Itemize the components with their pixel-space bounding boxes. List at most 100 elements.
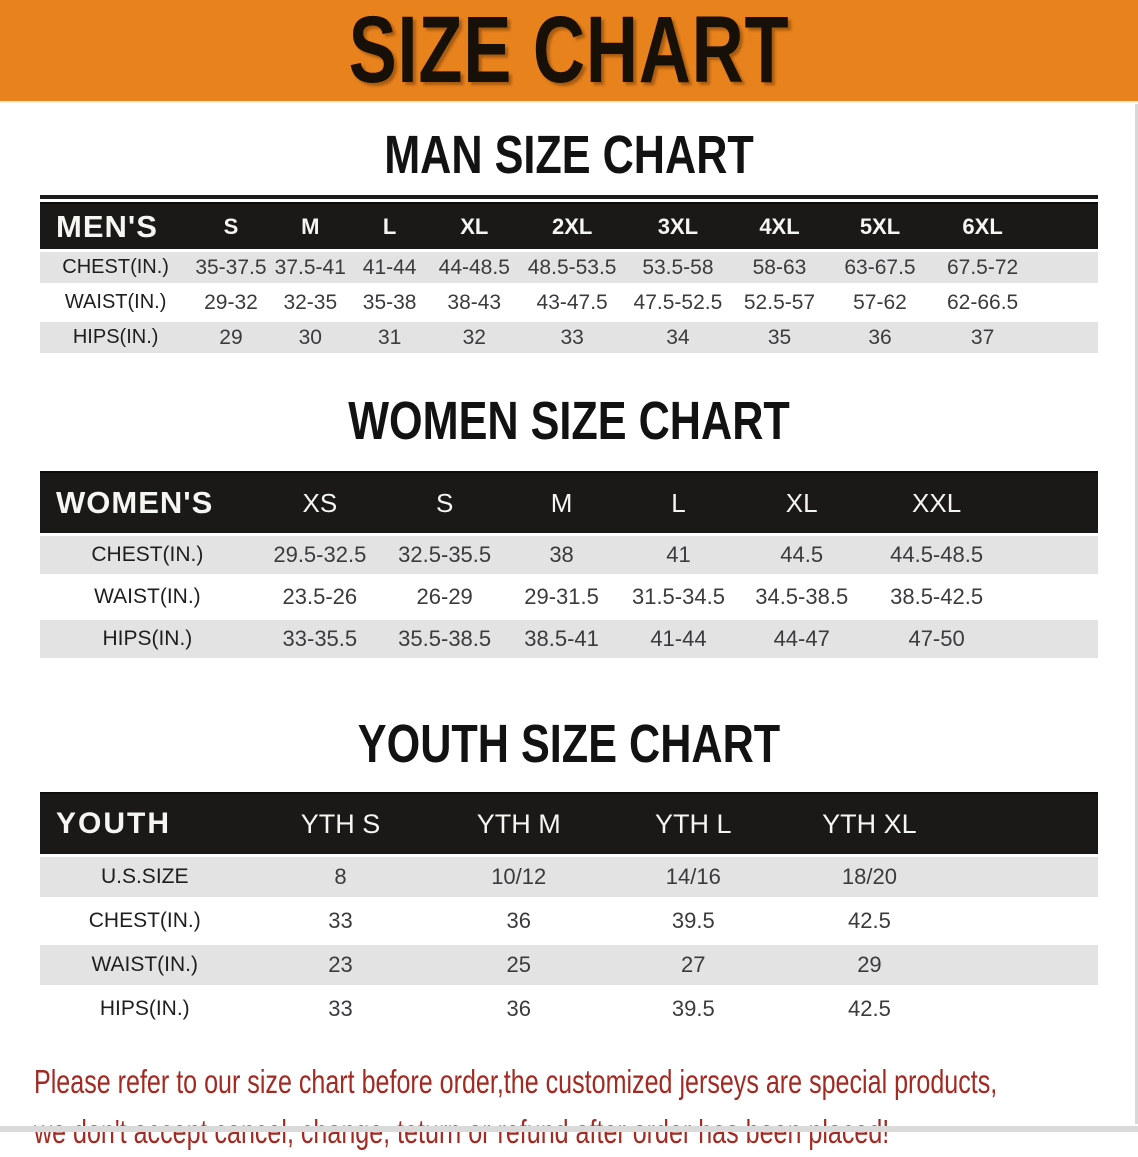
spacer-cell bbox=[958, 987, 1098, 1033]
size-cell: 31 bbox=[349, 319, 430, 357]
size-cell: 23.5-26 bbox=[254, 576, 385, 620]
youth-table-title: YOUTH bbox=[40, 792, 250, 857]
size-col-header: XS bbox=[254, 471, 385, 536]
size-cell: 33-35.5 bbox=[254, 617, 385, 662]
size-cell: 29 bbox=[780, 942, 959, 989]
size-cell: 42.5 bbox=[780, 899, 959, 945]
size-cell: 44-48.5 bbox=[429, 250, 520, 287]
size-cell: 23 bbox=[249, 942, 432, 989]
row-label: WAIST(IN.) bbox=[40, 942, 250, 989]
size-cell: 33 bbox=[249, 899, 432, 945]
size-cell: 47.5-52.5 bbox=[625, 285, 731, 322]
size-cell: 18/20 bbox=[780, 855, 959, 901]
size-cell: 29 bbox=[191, 319, 271, 357]
table-row: HIPS(IN.) 29 30 31 32 33 34 35 36 37 bbox=[40, 319, 1098, 357]
men-section-heading: MAN SIZE CHART bbox=[384, 125, 754, 185]
table-row: WAIST(IN.) 23.5-26 26-29 29-31.5 31.5-34… bbox=[40, 576, 1098, 620]
row-label: WAIST(IN.) bbox=[40, 285, 192, 322]
spacer-cell bbox=[1008, 617, 1098, 662]
table-row: HIPS(IN.) 33 36 39.5 42.5 bbox=[40, 987, 1098, 1033]
size-col-header: YTH XL bbox=[780, 792, 959, 857]
mens-table-top-rule bbox=[40, 195, 1098, 199]
table-row: WAIST(IN.) 23 25 27 29 bbox=[40, 942, 1098, 989]
disclaimer-line-2: we don't accept cancel, change, teturn o… bbox=[34, 1107, 889, 1157]
banner: SIZE CHART bbox=[0, 0, 1138, 103]
size-cell: 38 bbox=[504, 534, 619, 578]
size-cell: 58-63 bbox=[730, 250, 829, 287]
size-col-header: YTH S bbox=[249, 792, 432, 857]
spacer-cell bbox=[958, 942, 1098, 989]
size-col-header: L bbox=[618, 471, 739, 536]
table-row: CHEST(IN.) 29.5-32.5 32.5-35.5 38 41 44.… bbox=[40, 534, 1098, 578]
size-col-header: 6XL bbox=[931, 202, 1034, 252]
size-cell: 44.5 bbox=[738, 534, 866, 578]
spacer-cell bbox=[1033, 319, 1098, 357]
womens-header-row: WOMEN'S XS S M L XL XXL bbox=[40, 471, 1098, 536]
womens-table-title: WOMEN'S bbox=[40, 471, 255, 536]
size-col-header: 3XL bbox=[625, 202, 731, 252]
size-cell: 41 bbox=[618, 534, 739, 578]
size-col-header: M bbox=[270, 202, 350, 252]
spacer-cell bbox=[958, 855, 1098, 901]
youth-header-row: YOUTH YTH S YTH M YTH L YTH XL bbox=[40, 792, 1098, 857]
women-section: WOMEN SIZE CHART WOMEN'S XS S M L XL XXL bbox=[0, 391, 1138, 662]
size-cell: 25 bbox=[431, 942, 606, 989]
size-cell: 44.5-48.5 bbox=[865, 534, 1009, 578]
size-col-header: 4XL bbox=[730, 202, 829, 252]
size-cell: 27 bbox=[606, 942, 781, 989]
spacer-cell bbox=[1008, 534, 1098, 578]
size-col-header: XXL bbox=[865, 471, 1009, 536]
spacer-cell bbox=[1033, 285, 1098, 322]
row-label: HIPS(IN.) bbox=[40, 617, 255, 662]
size-col-header: M bbox=[504, 471, 619, 536]
size-cell: 43-47.5 bbox=[519, 285, 626, 322]
size-cell: 37 bbox=[931, 319, 1034, 357]
men-section: MAN SIZE CHART MEN'S S M L XL 2XL 3XL 4X… bbox=[0, 125, 1138, 357]
row-label: CHEST(IN.) bbox=[40, 534, 255, 578]
size-cell: 35-38 bbox=[349, 285, 430, 322]
table-row: WAIST(IN.) 29-32 32-35 35-38 38-43 43-47… bbox=[40, 285, 1098, 322]
size-cell: 32 bbox=[429, 319, 520, 357]
size-cell: 48.5-53.5 bbox=[519, 250, 626, 287]
mens-size-table: MEN'S S M L XL 2XL 3XL 4XL 5XL 6XL CHEST… bbox=[40, 202, 1098, 357]
size-cell: 34.5-38.5 bbox=[738, 576, 866, 620]
size-col-header: S bbox=[191, 202, 271, 252]
size-cell: 63-67.5 bbox=[828, 250, 932, 287]
womens-table-wrap: WOMEN'S XS S M L XL XXL CHEST(IN.) 29.5-… bbox=[40, 471, 1098, 662]
youth-size-table: YOUTH YTH S YTH M YTH L YTH XL U.S.SIZE … bbox=[40, 792, 1098, 1033]
spacer-cell bbox=[1033, 202, 1098, 252]
size-cell: 62-66.5 bbox=[931, 285, 1034, 322]
disclaimer: Please refer to our size chart before or… bbox=[0, 1057, 1138, 1157]
size-cell: 44-47 bbox=[738, 617, 866, 662]
size-cell: 37.5-41 bbox=[270, 250, 350, 287]
banner-title: SIZE CHART bbox=[348, 0, 790, 103]
size-cell: 36 bbox=[828, 319, 932, 357]
size-cell: 32-35 bbox=[270, 285, 350, 322]
row-label: WAIST(IN.) bbox=[40, 576, 255, 620]
spacer-cell bbox=[958, 792, 1098, 857]
size-cell: 57-62 bbox=[828, 285, 932, 322]
size-col-header: S bbox=[384, 471, 505, 536]
size-cell: 29.5-32.5 bbox=[254, 534, 385, 578]
size-cell: 38-43 bbox=[429, 285, 520, 322]
size-col-header: XL bbox=[738, 471, 866, 536]
size-cell: 39.5 bbox=[606, 987, 781, 1033]
mens-table-title: MEN'S bbox=[40, 202, 192, 252]
size-cell: 67.5-72 bbox=[931, 250, 1034, 287]
size-cell: 52.5-57 bbox=[730, 285, 829, 322]
youth-section: YOUTH SIZE CHART YOUTH YTH S YTH M YTH L… bbox=[0, 717, 1138, 1033]
size-cell: 31.5-34.5 bbox=[618, 576, 739, 620]
image-edge-artifact-bottom bbox=[0, 1126, 1138, 1132]
size-cell: 35 bbox=[730, 319, 829, 357]
size-col-header: 5XL bbox=[828, 202, 932, 252]
size-cell: 33 bbox=[249, 987, 432, 1033]
size-cell: 26-29 bbox=[384, 576, 505, 620]
size-cell: 29-31.5 bbox=[504, 576, 619, 620]
size-cell: 32.5-35.5 bbox=[384, 534, 505, 578]
women-section-heading: WOMEN SIZE CHART bbox=[348, 391, 790, 451]
size-col-header: XL bbox=[429, 202, 520, 252]
row-label: U.S.SIZE bbox=[40, 855, 250, 901]
disclaimer-line-1: Please refer to our size chart before or… bbox=[34, 1063, 998, 1100]
size-col-header: YTH M bbox=[431, 792, 606, 857]
size-cell: 36 bbox=[431, 987, 606, 1033]
